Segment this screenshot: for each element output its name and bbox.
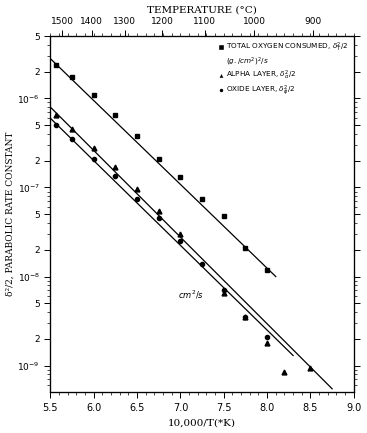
- Legend: TOTAL OXYGEN CONSUMED, $\delta_T^2/2$, $(g./cm^2)^2/s$, ALPHA LAYER, $\delta_\al: TOTAL OXYGEN CONSUMED, $\delta_T^2/2$, $…: [216, 40, 350, 100]
- Y-axis label: δ²/2, PARABOLIC RATE CONSTANT: δ²/2, PARABOLIC RATE CONSTANT: [6, 132, 15, 297]
- X-axis label: 10,000/T(*K): 10,000/T(*K): [168, 418, 236, 427]
- Text: $cm^2/s$: $cm^2/s$: [178, 288, 204, 301]
- X-axis label: TEMPERATURE (°C): TEMPERATURE (°C): [147, 6, 257, 15]
